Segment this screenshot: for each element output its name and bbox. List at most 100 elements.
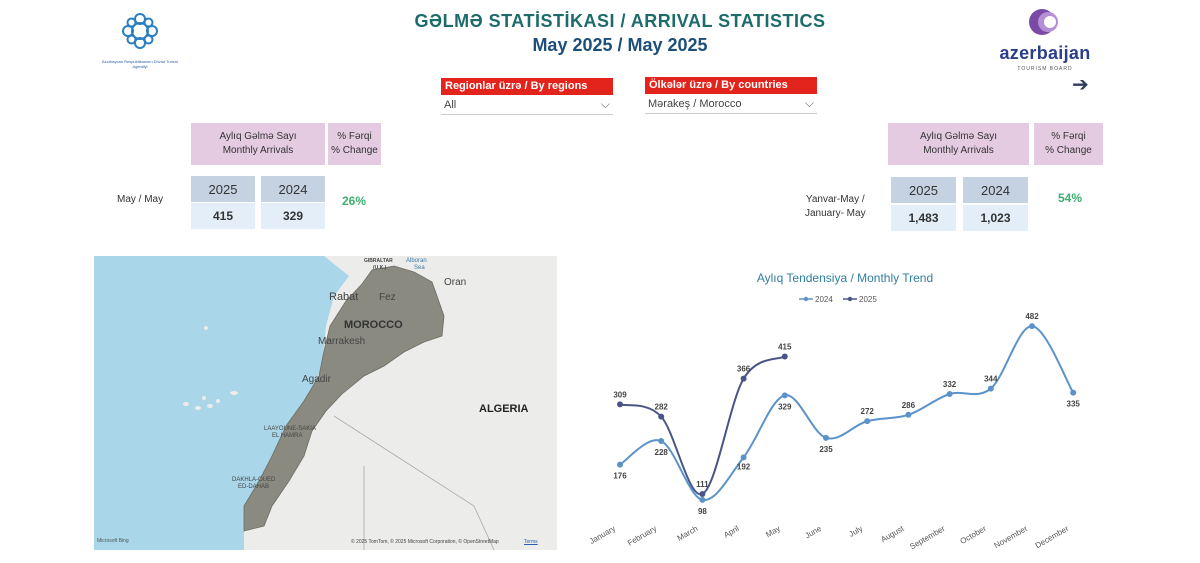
map-label-laayoune-2: EL HAMRA [272,433,303,439]
ytd-change-header: % Fərqi % Change [1034,123,1103,165]
point-2025-may [781,353,788,360]
point-2024-april [740,454,747,461]
map-label-agadir: Agadir [302,374,331,385]
header-text-en: % Change [331,145,378,156]
x-tick-november: November [993,524,1030,550]
x-tick-october: October [959,524,988,546]
x-tick-january: January [588,524,617,546]
change-header: % Fərqi % Change [328,123,381,165]
regions-filter[interactable]: Regionlar üzrə / By regions All ⌵ [441,78,613,115]
ytd-arrivals-header: Aylıq Gəlmə Sayı Monthly Arrivals [888,123,1029,165]
map-label-algeria: ALGERIA [479,403,529,415]
chevron-down-icon[interactable]: ⌵ [804,96,814,110]
tourism-board-sub: TOURISM BOARD [1017,66,1073,72]
ytd-year-2025-tile: 2025 [891,177,956,203]
period-text-az: Yanvar-May / [805,194,865,205]
data-label-2024-january: 176 [613,472,627,481]
map-label-uk: (U.K.) [373,265,387,271]
data-label-2024-october: 344 [984,375,998,384]
countries-select-value: Mərakeş / Morocco [648,97,742,110]
map-label-morocco: MOROCCO [344,319,403,331]
x-tick-may: May [764,524,782,539]
map-label-laayoune-1: LAAYOUNE-SAKIA [264,426,316,432]
data-label-2024-december: 335 [1067,400,1081,409]
chart-title: Aylıq Tendensiya / Monthly Trend [756,271,934,285]
x-tick-july: July [847,524,864,539]
header-text-az: Aylıq Gəlmə Sayı [219,131,297,142]
data-label-2024-august: 286 [902,401,916,410]
map[interactable]: GIBRALTAR (U.K.) Alboran Sea Oran Rabat … [94,256,557,550]
data-label-2025-march: 111 [696,480,709,489]
countries-filter-label: Ölkələr üzrə / By countries [645,77,817,94]
ytd-year-2024-tile: 2024 [963,177,1028,203]
data-label-2024-april: 192 [737,462,751,471]
data-label-2024-july: 272 [861,407,875,416]
map-label-rabat: Rabat [329,291,359,303]
value-2025-tile: 415 [191,203,255,229]
header-text-en: Monthly Arrivals [222,145,294,156]
header-text-en: Monthly Arrivals [923,145,994,156]
legend-marker-2025 [847,296,853,302]
map-terms-link[interactable]: Terms [524,539,538,545]
x-tick-june: June [803,524,823,541]
change-value: 26% [342,194,367,208]
data-label-2024-may: 329 [778,402,792,411]
map-label-alboran: Alboran [406,258,427,264]
point-2024-august [905,411,912,418]
year-2025-tile: 2025 [191,176,255,202]
ytd-change-value: 54% [1058,191,1083,205]
monthly-trend-chart: 2024 2025 176 228 98 192 329 235 272 286 332 344 482… [588,295,1081,552]
point-2024-november [1029,323,1035,330]
point-2025-april [740,375,747,382]
agency-logo-text: Azərbaycan Respublikasının Dövlət Turizm… [101,59,179,69]
data-label-2025-january: 309 [613,390,627,399]
header-text-az: Aylıq Gəlmə Sayı [919,131,998,142]
data-label-2024-june: 235 [819,445,833,454]
chevron-down-icon[interactable]: ⌵ [600,97,610,111]
regions-select[interactable]: All ⌵ [441,95,613,115]
point-2024-july [864,418,871,425]
year-2024-tile: 2024 [261,176,325,202]
point-2024-december [1070,389,1077,396]
ytd-value-2025-tile: 1,483 [891,205,956,231]
x-tick-september: September [908,524,947,552]
point-2024-june [823,434,829,441]
ytd-value-2024-tile: 1,023 [963,205,1028,231]
header-text-az: % Fərqi [1051,131,1086,142]
legend-label-2025: 2025 [859,295,877,304]
x-tick-april: April [722,524,741,540]
map-label-sea: Sea [414,265,425,271]
legend-marker-2024 [803,296,809,302]
point-2024-september [946,391,953,397]
series-line-2025 [619,355,786,495]
tourism-board-logo: azerbaijan TOURISM BOARD [990,8,1100,72]
map-label-dakhla-2: ED-DAHAB [238,484,270,490]
period-text-en: January- May [805,208,866,219]
page-subtitle: May 2025 / May 2025 [532,35,708,55]
legend-label-2024: 2024 [815,295,833,304]
map-label-dakhla-1: DAKHLA-OUED [232,477,276,483]
map-label-fez: Fez [379,292,396,303]
point-2025-february [658,413,665,420]
x-tick-december: December [1034,524,1071,550]
header-text-az: % Fərqi [337,131,372,142]
countries-select[interactable]: Mərakeş / Morocco ⌵ [645,94,817,114]
map-canvas [94,256,557,550]
data-label-2024-march: 98 [698,507,707,516]
tourism-board-wordmark: azerbaijan [999,43,1091,63]
point-2025-january [617,401,623,408]
arrow-right-icon[interactable]: ➔ [1072,74,1089,96]
series-line-2024 [619,325,1075,501]
x-tick-august: August [879,524,906,545]
regions-select-value: All [444,98,457,111]
monthly-arrivals-header: Aylıq Gəlmə Sayı Monthly Arrivals [191,123,325,165]
data-label-2024-february: 228 [655,448,669,457]
data-label-2025-may: 415 [778,342,792,351]
point-2025-march [699,490,706,497]
data-label-2025-april: 366 [737,365,751,374]
microsoft-bing-logo: Microsoft Bing [97,538,129,544]
countries-filter[interactable]: Ölkələr üzrə / By countries Mərakeş / Mo… [645,77,817,114]
point-2024-february [658,438,665,445]
point-2024-october [987,385,994,392]
point-2024-january [617,461,623,468]
